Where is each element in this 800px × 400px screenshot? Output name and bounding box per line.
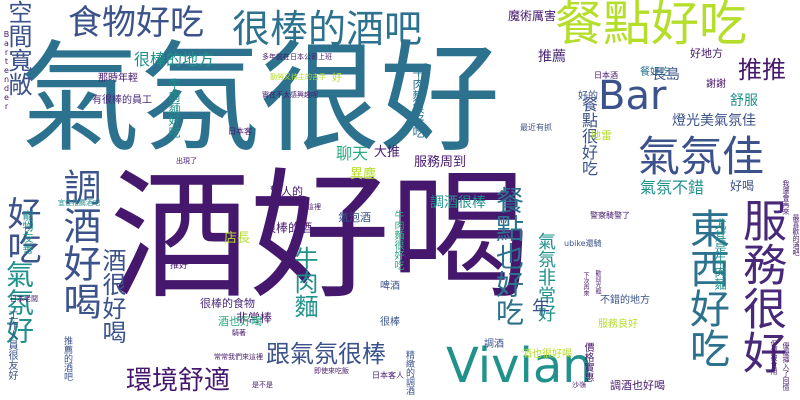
- word-shufu: 舒服: [730, 93, 758, 109]
- word-qizhe: 騎著: [232, 329, 246, 337]
- word-jiage-shihui: 價格實惠: [582, 342, 593, 382]
- word-jiu-ye-haohe: 酒也好喝: [218, 315, 262, 328]
- word-tuitui: 推推: [738, 56, 786, 84]
- word-huanjing-shushi: 環境舒適: [126, 366, 231, 396]
- word-nian: 年: [532, 298, 550, 319]
- word-qinlao: 勤勞又待主的吉手: [270, 73, 326, 81]
- word-zui-xihuan-jiuba: 最喜歡的酒吧: [792, 214, 800, 256]
- word-riben-keren: 日本客人: [372, 371, 404, 380]
- word-tiaojiu-haohe: 調酒好喝: [57, 168, 101, 320]
- word-shizai-bu-tai: 實在不太感興趣呢: [262, 91, 318, 99]
- word-candian-hen-haochi: 餐點很好吃: [579, 96, 598, 176]
- word-dongxi-haochi: 東西好吃: [683, 208, 729, 368]
- word-wo-hai-hui-zailai: 我還會再來: [782, 180, 790, 215]
- word-you-henbang-yuangong: 有很棒的員工: [92, 95, 152, 106]
- word-changchang: 常常我們來這裡: [214, 353, 263, 361]
- word-niuroumian-haochi: 牛肉麵好吃: [167, 78, 181, 138]
- word-tuijian: 推薦: [538, 49, 566, 65]
- word-ubike: ubike還騎: [564, 239, 602, 248]
- word-qifen-feichang-hao: 氣氛非常好: [535, 232, 556, 322]
- word-jiu-hen-haohe: 酒很好喝: [98, 248, 126, 344]
- word-jingzhi-tiaojiu: 精緻的調酒: [404, 350, 414, 395]
- word-gongzuo-renyuan: 工作人員很友好: [6, 310, 17, 380]
- word-liaotian: 聊天: [336, 144, 369, 163]
- word-changdao: 長島: [652, 67, 680, 83]
- word-dianzhang: 店長: [224, 231, 251, 246]
- word-tuijian-jiuba: 推薦的酒吧: [62, 336, 72, 381]
- word-dan-dou-bei-shiyong: 但都被食用: [770, 340, 778, 375]
- word-yichen: 異塵: [350, 167, 377, 182]
- word-riben-ke: 日本客: [228, 127, 252, 136]
- word-kongjian-kuanchang: 空間寬敞: [4, 0, 32, 96]
- word-tiaojiu-henbang: 調酒很棒: [430, 195, 486, 211]
- word-jingcha-qijing: 警察騎警了: [590, 211, 630, 220]
- word-haochi: 好吃: [1, 196, 41, 264]
- word-feichang-bang: 非常棒: [236, 311, 273, 325]
- word-bar: Bar: [598, 73, 667, 119]
- word-jishi-laichifan: 即使來吃飯: [314, 367, 349, 375]
- word-candian-ye-haochi: 餐點也好吃: [492, 186, 525, 326]
- word-henbang-shiwu: 很棒的食物: [200, 297, 255, 310]
- word-qifen-bucuo: 氣氛不錯: [640, 178, 705, 197]
- word-lai-zheli: 來這裡: [300, 203, 321, 211]
- word-niuroumian: 牛肉麵: [290, 246, 318, 318]
- word-datui: 大推: [374, 145, 401, 160]
- word-fuwu-henhao: 服務很好: [735, 198, 786, 374]
- word-shaling: 沙嶺: [572, 381, 586, 389]
- word-niuroumian-hen-haochi-a: 牛肉麵很好吃: [411, 66, 425, 138]
- word-shibushi: 是不是: [252, 381, 273, 389]
- word-yijia-tuijian: 宜佳推薦酒吧: [58, 199, 100, 207]
- word-qipaojiu: 氣泡酒: [338, 211, 371, 224]
- word-chongwu-youshan: 寵物友善: [21, 210, 34, 254]
- word-pijiu: 啤酒: [380, 281, 400, 292]
- word-hao-de: 好的: [578, 91, 598, 102]
- word-shiwu-haochi: 食物好吃: [68, 3, 204, 43]
- word-xiaci-zailai: 下次再來: [582, 272, 589, 296]
- word-henbang: 很棒: [380, 317, 400, 328]
- word-haohe: 好喝: [730, 179, 755, 193]
- word-xiexie: 謝謝: [706, 79, 726, 90]
- word-jiu-haohe: 酒好喝: [110, 156, 531, 319]
- word-qifen-henhao: 氣氛很好: [20, 30, 500, 169]
- word-zuijin-you-zhua: 最近有抓: [520, 123, 552, 132]
- word-tuihao: 推好: [170, 261, 189, 271]
- word-niuroumian-hen-haochi-b: 牛肉麵很好吃: [392, 210, 403, 270]
- word-hao: 好: [332, 73, 342, 84]
- word-henbang-difang: 很棒的地方: [134, 50, 215, 69]
- word-jingren-de: 驚人的: [270, 185, 303, 198]
- word-riben-jiu: 日本酒: [594, 71, 618, 80]
- word-vivian: Vivian: [446, 338, 593, 394]
- word-youyou-charu: 優優挿入了回憶: [782, 342, 790, 391]
- word-chuxian-le: 出現了: [176, 157, 197, 165]
- word-can-haochi: 餐好吃: [640, 67, 670, 78]
- word-henbang-jiu: 很棒的酒: [264, 221, 313, 235]
- word-fuwu-zhoudao: 服務周到: [414, 155, 467, 170]
- word-fuwu-lianghao: 服務良好: [598, 319, 638, 330]
- word-riben-laoban: 日本老闆: [10, 295, 38, 303]
- word-youqi-niuroumian: 尤其是牛肉麵: [713, 218, 727, 290]
- word-gen-qifen-henbang: 跟氣氛很棒: [266, 340, 386, 368]
- word-bucuo-difang: 不錯的地方: [600, 295, 650, 306]
- word-nashi-nianqing: 那時年輕: [98, 73, 138, 84]
- word-tiaojiu-ye-haohe: 調酒也好喝: [610, 379, 665, 392]
- word-dilei: 地雷: [590, 129, 612, 142]
- word-tiaojiu: 調酒: [484, 339, 504, 350]
- word-hao-difang: 好地方: [690, 47, 723, 60]
- word-qifen-jia: 氣氛佳: [638, 132, 765, 181]
- word-henbang-jiuba: 很棒的酒吧: [232, 7, 423, 51]
- word-bartender: Bartender: [2, 30, 11, 111]
- word-duonian-qian: 多年前在日本公司上班: [262, 53, 332, 61]
- word-qifen-hao: 氣氛好: [2, 260, 35, 344]
- word-huanying-guanglin: 歡迎光臨: [594, 270, 601, 294]
- word-dengguang-meiqifen-jia: 燈光美氣氛佳: [672, 113, 756, 129]
- word-candian-haochi: 餐點好吃: [555, 0, 748, 52]
- word-jiu-ye-hen-haohe: 酒也很好喝: [522, 349, 572, 360]
- word-moshu-lihai: 魔術厲害: [508, 9, 557, 23]
